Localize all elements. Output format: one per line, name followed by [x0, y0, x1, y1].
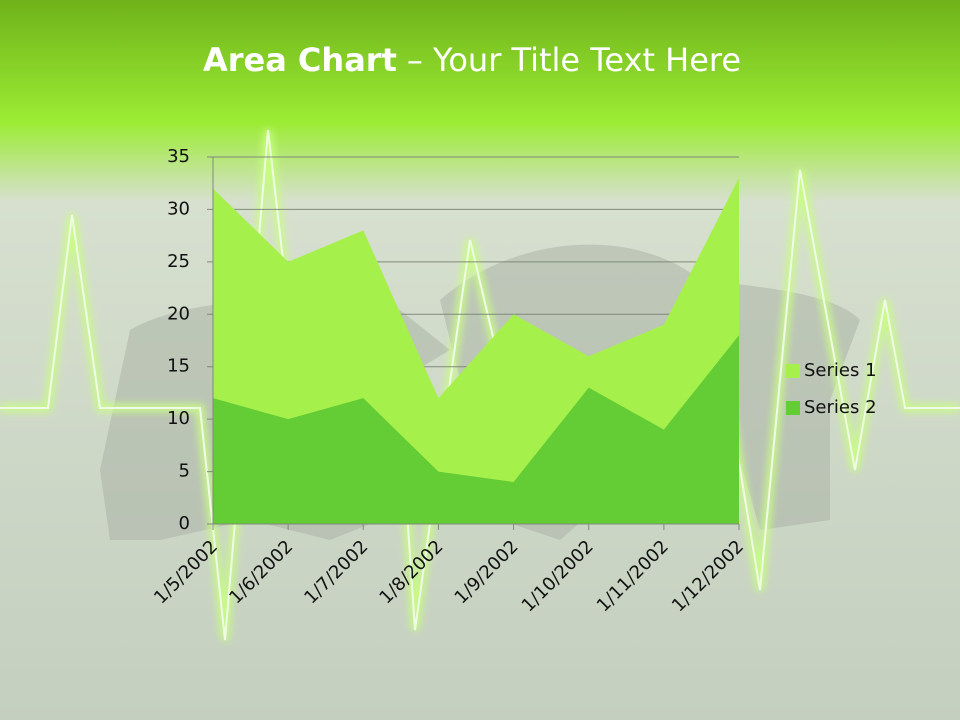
- legend-swatch: [786, 401, 800, 415]
- legend-swatch: [786, 364, 800, 378]
- y-tick-label: 25: [167, 251, 190, 272]
- title-bold: Area Chart: [203, 41, 397, 79]
- y-tick-label: 20: [167, 303, 190, 324]
- y-tick-label: 15: [167, 356, 190, 377]
- y-tick-label: 5: [179, 461, 190, 482]
- y-tick-label: 35: [167, 146, 190, 167]
- y-tick-label: 30: [167, 198, 190, 219]
- y-tick-label: 0: [179, 513, 190, 534]
- legend-label: Series 2: [804, 397, 877, 418]
- area: [213, 335, 739, 524]
- chart-title: Area Chart – Your Title Text Here: [203, 41, 741, 79]
- y-tick-label: 10: [167, 408, 190, 429]
- title-rest: – Your Title Text Here: [407, 41, 741, 79]
- legend-label: Series 1: [804, 360, 877, 381]
